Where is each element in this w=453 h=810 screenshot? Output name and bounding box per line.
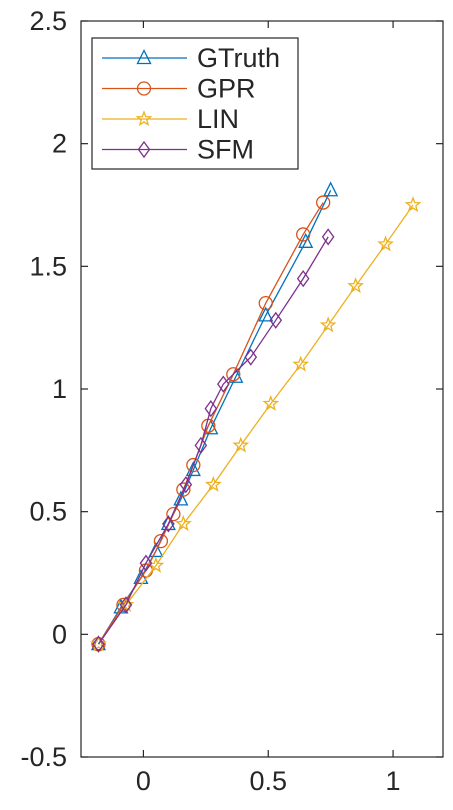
data-point: [148, 541, 164, 558]
data-point: [321, 228, 335, 246]
data-point: [226, 367, 241, 382]
data-point: [117, 596, 135, 613]
data-point: [244, 348, 258, 366]
data-point: [216, 375, 230, 393]
y-tick-label: 1.5: [29, 251, 67, 281]
y-tick-label: 1: [52, 374, 67, 404]
data-point: [90, 635, 107, 651]
data-point: [90, 635, 107, 652]
x-tick-label: 1: [386, 766, 401, 796]
legend-marker: [135, 110, 153, 127]
x-tick-label: 0.5: [249, 766, 287, 796]
data-point: [258, 295, 273, 311]
legend-marker: [136, 49, 152, 65]
y-tick-label: 2: [52, 129, 67, 159]
legend-label: SFM: [197, 135, 254, 165]
data-point: [179, 476, 193, 494]
data-point: [139, 554, 153, 572]
data-point: [173, 490, 189, 506]
data-point: [262, 394, 280, 411]
series-line: [97, 236, 329, 645]
data-point: [166, 506, 181, 522]
data-point: [185, 461, 201, 477]
data-point: [292, 355, 310, 372]
data-point: [162, 515, 175, 533]
series-line: [97, 202, 324, 645]
legend-marker: [136, 81, 152, 96]
data-point: [319, 316, 337, 333]
data-point: [153, 533, 169, 549]
data-point: [92, 635, 105, 653]
data-point: [186, 457, 201, 473]
data-point: [160, 514, 176, 531]
data-point: [296, 270, 310, 288]
y-tick-label: 2.5: [29, 6, 67, 36]
series-sfm: [92, 228, 335, 653]
series-line: [97, 204, 414, 645]
data-point: [269, 311, 283, 329]
y-tick-label: -0.5: [20, 742, 67, 772]
data-point: [204, 400, 218, 418]
data-point: [404, 196, 422, 213]
data-point: [204, 475, 222, 492]
series-line: [97, 189, 332, 645]
data-point: [316, 195, 331, 210]
y-tick-label: 0.5: [29, 497, 67, 527]
legend-label: LIN: [197, 104, 239, 134]
data-point: [119, 596, 133, 614]
y-tick-label: 0: [52, 619, 67, 649]
legend-label: GTruth: [197, 43, 280, 73]
data-point: [323, 181, 339, 197]
legend-marker: [137, 140, 151, 159]
data-point: [176, 482, 191, 497]
legend-label: GPR: [197, 74, 256, 104]
data-point: [258, 306, 274, 322]
data-point: [296, 227, 311, 242]
data-point: [232, 436, 250, 453]
x-tick-label: 0: [136, 766, 151, 796]
data-point: [377, 235, 395, 252]
legend-box: [91, 37, 299, 170]
series-gtruth: [90, 181, 339, 651]
data-point: [174, 515, 192, 532]
series-lin: [90, 196, 422, 652]
data-point: [347, 277, 365, 294]
data-point: [194, 436, 208, 455]
